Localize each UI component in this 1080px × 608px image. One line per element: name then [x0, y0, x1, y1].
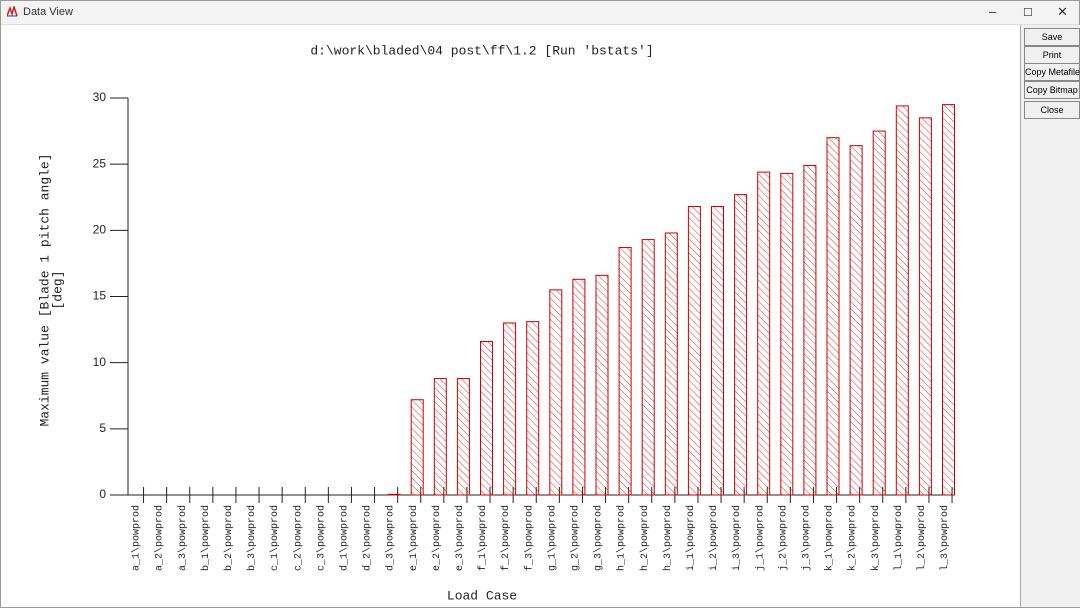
x-tick-label: d_3\powprod	[385, 505, 397, 571]
y-tick-label: 20	[93, 223, 107, 237]
x-tick-label: a_1\powprod	[131, 505, 143, 571]
bar	[942, 104, 955, 496]
bar	[456, 378, 470, 496]
x-tick-label: c_1\powprod	[269, 505, 281, 571]
bar	[895, 105, 909, 496]
x-tick-label: a_2\powprod	[154, 505, 166, 571]
x-tick-label: i_1\powprod	[685, 505, 697, 571]
x-tick-label: a_3\powprod	[177, 505, 189, 571]
bar	[572, 278, 586, 496]
x-tick-label: j_1\powprod	[754, 505, 766, 571]
x-tick-label: h_2\powprod	[639, 505, 651, 571]
y-axis-label: [deg]	[50, 270, 65, 309]
x-tick-label: e_3\powprod	[454, 505, 466, 571]
y-tick-label: 10	[93, 355, 107, 369]
bar	[711, 206, 724, 496]
bar	[480, 340, 493, 496]
y-axis-label: Maximum value [Blade 1 pitch angle]	[37, 153, 52, 426]
bar	[757, 171, 771, 496]
x-tick-label: g_2\powprod	[570, 505, 582, 571]
x-tick-label: d_1\powprod	[339, 505, 351, 571]
x-tick-label: l_1\powprod	[893, 505, 905, 571]
button[interactable]: Copy Bitmap	[1024, 81, 1080, 99]
bar	[433, 378, 447, 496]
x-tick-label: g_1\powprod	[546, 505, 558, 571]
x-tick-label: k_2\powprod	[847, 505, 859, 571]
y-tick-label: 5	[99, 421, 106, 435]
bar	[387, 493, 401, 496]
x-tick-label: h_1\powprod	[616, 505, 628, 571]
button[interactable]: Print	[1024, 46, 1080, 64]
bar	[826, 137, 840, 496]
bar	[803, 164, 817, 496]
app-icon	[7, 6, 18, 17]
chart-title: d:\work\bladed\04 post\ff\1.2 [Run 'bsta…	[310, 43, 653, 58]
bar	[687, 206, 701, 496]
window-title: Data View	[23, 6, 73, 18]
x-tick-label: b_2\powprod	[223, 505, 235, 571]
x-tick-label: k_1\powprod	[824, 505, 836, 571]
x-tick-label: f_2\powprod	[500, 505, 512, 571]
button[interactable]: Copy Metafile	[1024, 63, 1080, 81]
y-tick-label: 25	[93, 156, 107, 170]
x-tick-label: l_3\powprod	[939, 505, 951, 571]
bar	[641, 239, 655, 496]
x-tick-label: j_3\powprod	[801, 505, 813, 571]
bar	[526, 321, 540, 496]
side-panel: Save Print Copy Metafile Copy Bitmap Close	[1020, 25, 1080, 607]
x-tick-label: i_3\powprod	[731, 505, 743, 571]
x-tick-label: i_2\powprod	[708, 505, 720, 571]
x-tick-label: d_2\powprod	[362, 505, 374, 571]
minimize-button[interactable]: –	[989, 4, 997, 19]
title-bar: Data View – ☐ ✕	[1, 1, 1079, 25]
x-tick-label: l_2\powprod	[916, 505, 928, 571]
x-tick-label: c_2\powprod	[292, 505, 304, 571]
x-tick-label: j_2\powprod	[777, 505, 789, 571]
x-tick-label: e_1\powprod	[408, 505, 420, 571]
bar	[849, 145, 863, 496]
bar	[549, 289, 563, 496]
bar	[780, 172, 794, 496]
button[interactable]: Save	[1024, 28, 1080, 46]
y-tick-label: 0	[99, 487, 106, 501]
x-tick-label: f_1\powprod	[477, 505, 489, 571]
bar	[664, 232, 678, 496]
x-tick-label: h_3\powprod	[662, 505, 674, 571]
bar	[595, 274, 609, 496]
button[interactable]: Close	[1024, 101, 1080, 119]
maximize-button[interactable]: ☐	[1023, 7, 1033, 19]
x-tick-label: e_2\powprod	[431, 505, 443, 571]
y-tick-label: 15	[93, 289, 107, 303]
x-tick-label: g_3\powprod	[593, 505, 605, 571]
bar	[618, 247, 632, 496]
chart: d:\work\bladed\04 post\ff\1.2 [Run 'bsta…	[37, 43, 955, 603]
bar	[503, 322, 517, 496]
x-tick-label: b_3\powprod	[246, 505, 258, 571]
bar	[872, 130, 886, 496]
bar	[734, 194, 748, 496]
bar	[410, 399, 424, 496]
bar	[918, 117, 932, 496]
x-tick-label: f_3\powprod	[523, 505, 535, 571]
close-window-button[interactable]: ✕	[1057, 4, 1068, 19]
x-axis-label: Load Case	[447, 588, 517, 603]
x-tick-label: k_3\powprod	[870, 505, 882, 571]
x-tick-label: b_1\powprod	[200, 505, 212, 571]
x-tick-label: c_3\powprod	[315, 505, 327, 571]
y-tick-label: 30	[93, 90, 107, 104]
